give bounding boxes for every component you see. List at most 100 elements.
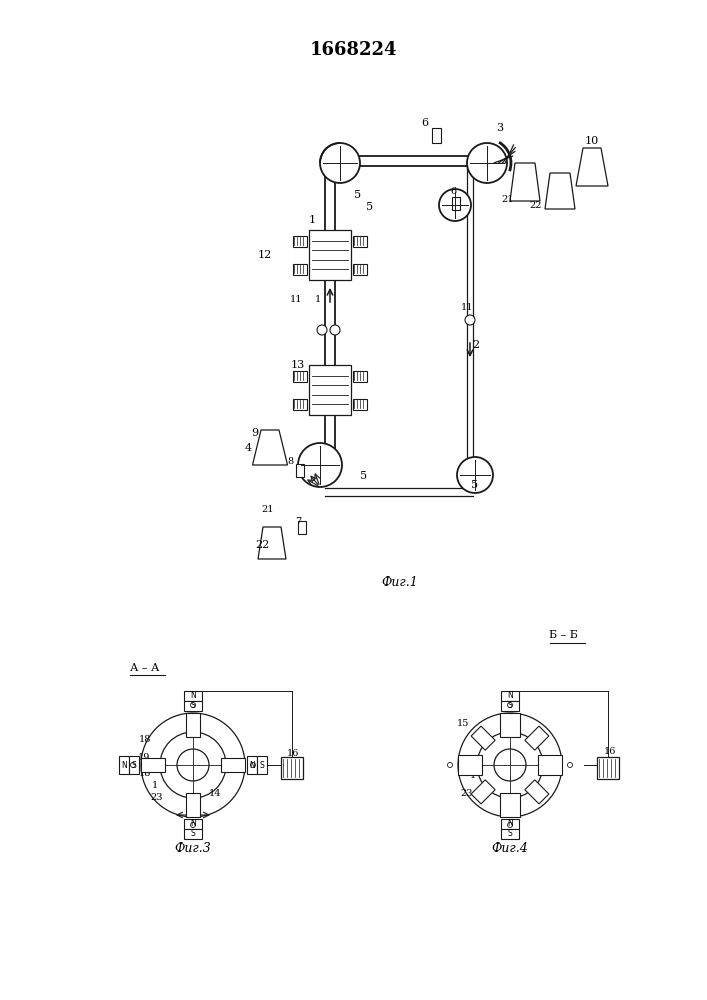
Bar [501,819,519,829]
Text: 21: 21 [262,504,274,514]
Bar [257,756,267,774]
Text: 12: 12 [258,250,272,260]
Bar [184,829,202,839]
Bar [293,370,307,381]
Circle shape [508,702,513,708]
Polygon shape [538,755,562,775]
Text: 14: 14 [209,788,221,798]
Circle shape [457,457,493,493]
Text: N: N [121,760,127,770]
Text: 6: 6 [421,118,428,128]
Text: S: S [191,702,195,710]
Polygon shape [141,758,165,772]
Text: Фиг.4: Фиг.4 [491,842,528,854]
Circle shape [250,762,255,768]
Text: S: S [508,702,513,710]
Polygon shape [258,527,286,559]
Polygon shape [471,726,495,750]
Bar [296,464,304,477]
Text: N: N [507,820,513,828]
Bar [293,263,307,274]
Bar [597,757,619,779]
Circle shape [568,762,573,768]
Bar [184,819,202,829]
Polygon shape [186,713,200,737]
Bar [129,756,139,774]
Text: 11: 11 [461,304,473,312]
Bar [184,701,202,711]
Bar [298,520,306,534]
Text: Б – Б: Б – Б [549,630,578,640]
Circle shape [177,749,209,781]
Circle shape [467,143,507,183]
Text: 18: 18 [139,736,151,744]
Text: 7: 7 [295,518,301,526]
Bar [452,196,460,210]
Bar [309,230,351,280]
Polygon shape [525,726,549,750]
Circle shape [190,822,196,828]
Text: 22: 22 [255,540,269,550]
Circle shape [439,189,471,221]
Bar [353,370,367,381]
Text: 5: 5 [361,471,368,481]
Text: 6: 6 [450,186,456,196]
Text: D: D [189,818,197,828]
Text: 16: 16 [604,748,617,756]
Circle shape [160,732,226,798]
Circle shape [508,822,513,828]
Text: 1668224: 1668224 [309,41,397,59]
Text: N: N [507,692,513,700]
Polygon shape [471,780,495,804]
Text: 23: 23 [151,792,163,802]
Circle shape [190,702,196,708]
Circle shape [317,325,327,335]
Polygon shape [500,713,520,737]
Text: 9: 9 [252,428,259,438]
Text: S: S [132,760,136,770]
Text: 2: 2 [472,340,479,350]
Text: 3: 3 [496,123,503,133]
Text: S: S [259,760,264,770]
Text: 1: 1 [315,294,321,304]
Circle shape [330,325,340,335]
Text: 1: 1 [152,782,158,790]
Circle shape [477,732,543,798]
Circle shape [298,443,342,487]
Text: N: N [249,760,255,770]
Polygon shape [525,780,549,804]
Text: 19: 19 [138,752,150,762]
Text: 11: 11 [290,296,303,304]
Circle shape [320,143,360,183]
Circle shape [448,762,452,768]
Text: 4: 4 [245,443,252,453]
Circle shape [458,713,562,817]
Text: S: S [191,830,195,838]
Bar [119,756,129,774]
Text: 5: 5 [366,202,373,212]
Text: 1: 1 [470,770,476,780]
Polygon shape [545,173,575,209]
Text: S: S [508,830,513,838]
Bar [353,398,367,410]
Bar [281,757,303,779]
Polygon shape [186,793,200,817]
Circle shape [131,762,136,768]
Circle shape [465,315,475,325]
Polygon shape [458,755,482,775]
Bar [431,127,440,142]
Text: 16: 16 [287,748,299,758]
Text: 15: 15 [457,718,469,728]
Text: 22: 22 [530,200,542,210]
Polygon shape [500,793,520,817]
Text: Фиг.1: Фиг.1 [382,576,419,588]
Bar [293,235,307,246]
Bar [309,365,351,415]
Text: 21: 21 [502,196,514,205]
Text: 18: 18 [139,770,151,778]
Bar [247,756,257,774]
Text: N: N [190,820,196,828]
Bar [501,701,519,711]
Text: 23: 23 [461,788,473,798]
Text: 8: 8 [287,458,293,466]
